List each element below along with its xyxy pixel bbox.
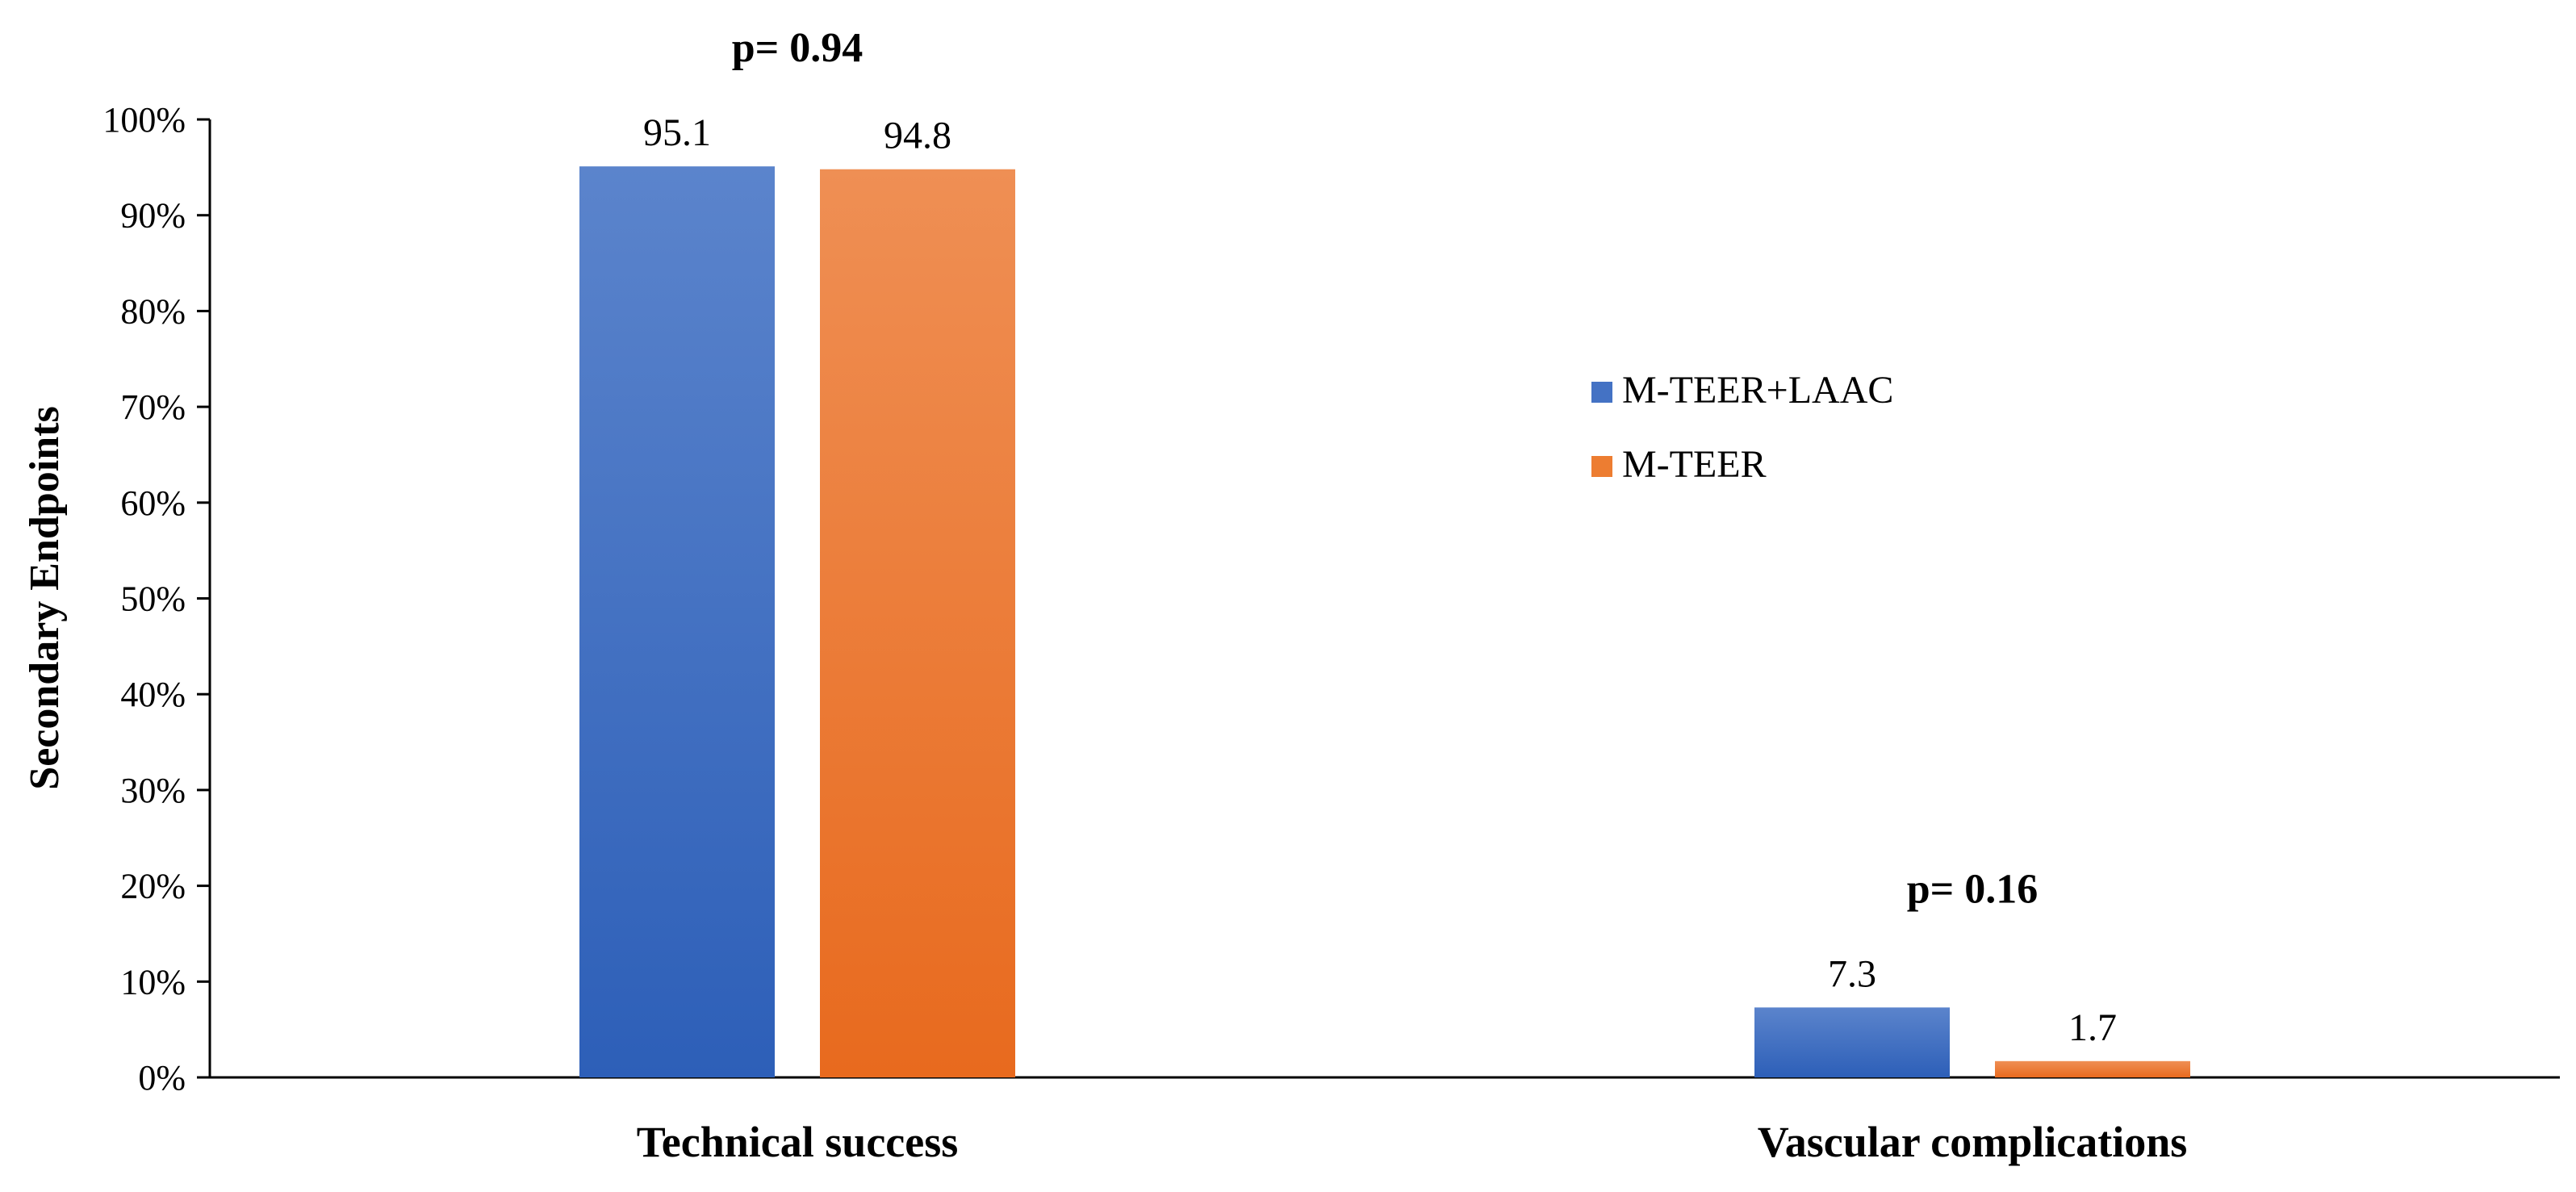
y-tick-label: 90% — [120, 196, 186, 236]
p-value-annotations: p= 0.94 p= 0.16 — [732, 25, 2039, 912]
data-label: 7.3 — [1828, 952, 1876, 995]
y-tick-label: 40% — [120, 675, 186, 714]
category-labels: Technical success Vascular complications — [637, 1118, 2188, 1166]
y-tick-label: 50% — [120, 579, 186, 619]
legend: M-TEER+LAAC M-TEER — [1591, 369, 1893, 486]
data-labels: 95.1 94.8 7.3 1.7 — [643, 111, 2117, 1049]
bar-m-teer-laac-technical-success — [579, 166, 775, 1078]
data-label: 94.8 — [884, 115, 951, 157]
bar-m-teer-vascular-complications — [1995, 1060, 2190, 1077]
bars — [579, 166, 2190, 1078]
y-tick-label: 60% — [120, 483, 186, 523]
y-tick-label: 0% — [138, 1058, 186, 1098]
legend-label: M-TEER — [1622, 443, 1767, 486]
data-label: 1.7 — [2068, 1006, 2117, 1049]
bar-m-teer-laac-vascular-complications — [1754, 1007, 1950, 1077]
category-label: Technical success — [637, 1118, 959, 1166]
y-tick-label: 70% — [120, 387, 186, 427]
y-ticks: 0% 10% 20% 30% 40% 50% 60% 70% 80% 90% 100% — [102, 100, 210, 1098]
y-tick-label: 80% — [120, 291, 186, 331]
data-label: 95.1 — [643, 111, 711, 154]
legend-swatch — [1591, 382, 1612, 403]
y-axis-title: Secondary Endpoints — [22, 406, 68, 789]
y-tick-label: 100% — [102, 100, 186, 140]
category-label: Vascular complications — [1758, 1118, 2188, 1166]
legend-swatch — [1591, 456, 1612, 477]
p-value-label: p= 0.16 — [1907, 866, 2039, 912]
y-tick-label: 30% — [120, 771, 186, 810]
legend-label: M-TEER+LAAC — [1622, 369, 1893, 412]
y-tick-label: 20% — [120, 867, 186, 906]
y-tick-label: 10% — [120, 962, 186, 1002]
bar-m-teer-technical-success — [820, 169, 1015, 1077]
p-value-label: p= 0.94 — [732, 25, 864, 71]
